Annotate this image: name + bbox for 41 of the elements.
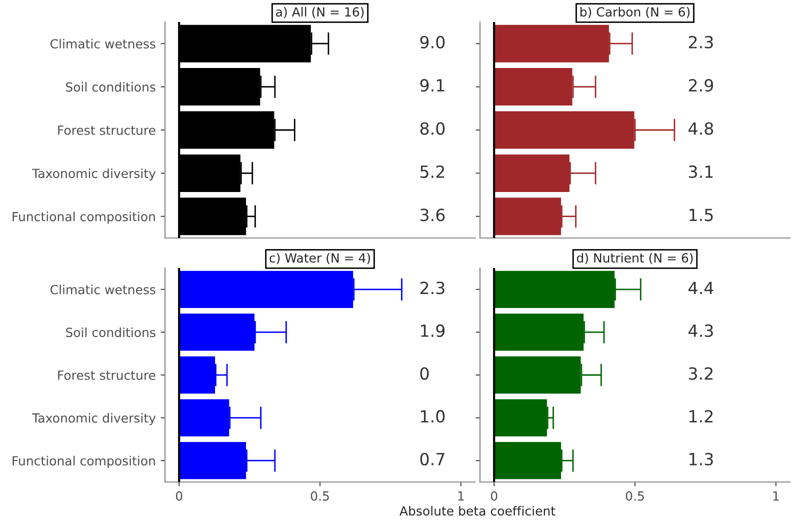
x-axis-title: Absolute beta coefficient [400,506,556,516]
annotation: 0 [420,367,429,380]
chart-title: a) All (N = 16) [276,6,364,18]
annotation: 4.3 [688,324,713,338]
annotation: 4.4 [688,282,714,294]
annotation: 0.7 [420,452,444,466]
annotation: 2.3 [688,36,713,48]
y-tick-label: Taxonomic diversity [32,413,156,426]
annotation: 2.9 [688,79,714,92]
annotation: 3.1 [688,165,713,178]
annotation: 1.9 [421,324,445,338]
x-tick-label: 0.5 [310,491,329,501]
chart-title: c) Water (N = 4) [270,252,370,264]
y-tick-label: Soil conditions [66,82,156,92]
x-tick-label: 1 [773,491,779,501]
annotation: 1.5 [690,208,713,222]
annotation: 9.1 [420,79,444,92]
y-tick-label: Soil conditions [66,327,156,338]
annotation: 8.0 [420,122,445,135]
y-tick-label: Functional composition [12,456,155,468]
y-tick-label: Forest structure [58,370,156,380]
annotation: 9.0 [420,36,445,48]
y-tick-label: Functional composition [12,212,155,224]
annotation: 1.2 [690,410,713,422]
y-tick-label: Forest structure [58,126,156,135]
y-tick-label: Taxonomic diversity [32,168,156,181]
x-tick-label: 1 [458,491,464,501]
y-tick-label: Climatic wetness [50,38,156,49]
annotation: 4.8 [688,122,714,135]
annotation: 1.0 [421,410,445,423]
annotation: 3.6 [420,208,445,222]
annotation: 1.3 [690,452,713,466]
annotation: 2.3 [420,282,444,294]
annotation: 5.2 [420,165,444,178]
x-tick-label: 0 [176,491,182,501]
y-tick-label: Climatic wetness [50,284,156,294]
x-tick-label: 0.5 [626,491,644,501]
chart-title: d) Nutrient (N = 6) [576,252,693,264]
annotation: 3.2 [688,367,713,380]
chart-title: b) Carbon (N = 6) [580,6,690,18]
x-tick-label: 0 [490,491,498,501]
